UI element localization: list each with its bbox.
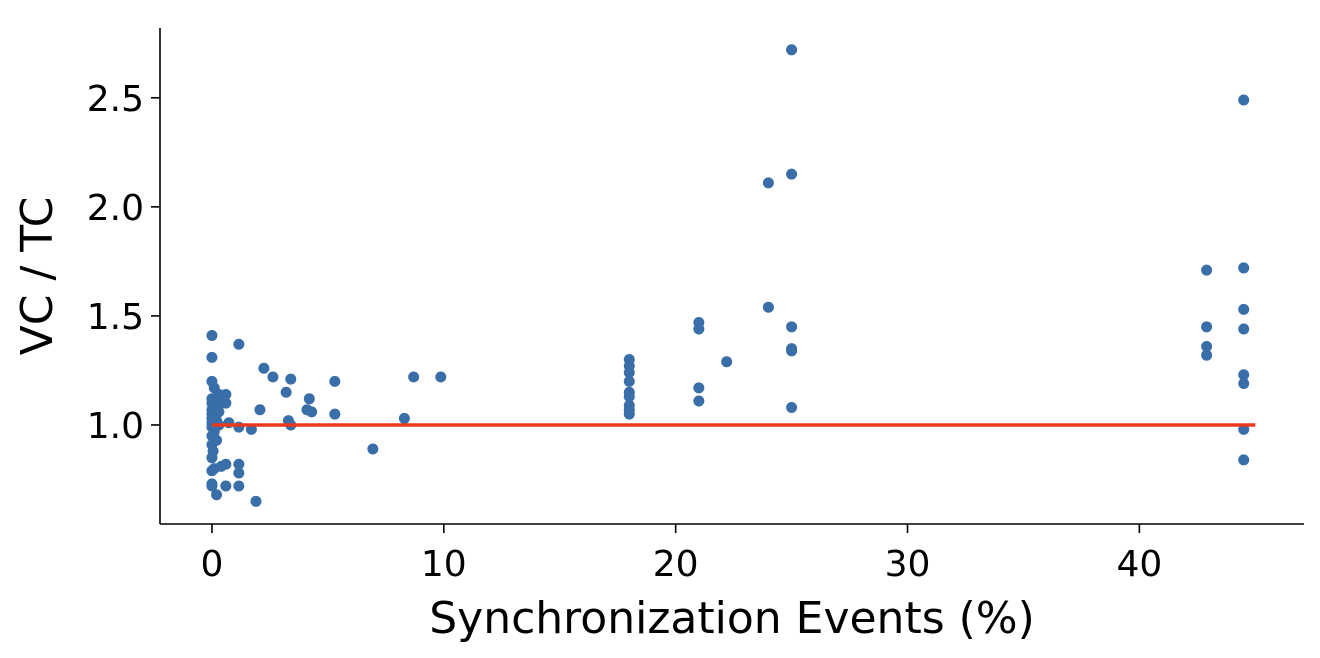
data-point [1238,369,1250,381]
data-point [762,177,774,189]
data-point [306,406,318,418]
data-point [398,412,410,424]
data-point [693,382,705,394]
data-point [233,480,245,492]
data-point [1201,321,1213,333]
x-tick-label: 10 [421,544,467,585]
data-point [280,386,292,398]
data-point [1201,349,1213,361]
x-tick-label: 0 [200,544,223,585]
data-point [254,404,266,416]
data-point [1238,303,1250,315]
data-point [220,480,232,492]
y-tick-label: 1.0 [87,406,144,447]
data-point [250,495,262,507]
data-point [329,375,341,387]
data-point [267,371,279,383]
x-tick-label: 40 [1116,544,1162,585]
data-point [1238,454,1250,466]
data-point [786,345,798,357]
y-axis-label: VC / TC [12,197,63,356]
data-point [786,402,798,414]
data-point [435,371,447,383]
data-point [211,489,223,501]
data-point [786,321,798,333]
data-point [1201,264,1213,276]
data-point [208,463,220,475]
data-point [623,375,635,387]
data-point [220,397,232,409]
data-point [786,168,798,180]
data-point [233,458,245,470]
data-point [623,408,635,420]
y-tick-label: 1.5 [87,297,144,338]
data-point [367,443,379,455]
data-point [206,478,218,490]
data-point [303,393,315,405]
data-point [1238,378,1250,390]
data-point [206,330,218,342]
data-point [1238,323,1250,335]
data-point [285,373,297,385]
y-tick-label: 2.0 [87,188,144,229]
data-point [762,301,774,313]
data-point [220,458,232,470]
data-point [206,452,218,464]
data-point [408,371,420,383]
x-ticks: 0 10 20 30 40 [200,524,1162,585]
data-point [623,367,635,379]
data-point [786,44,798,56]
y-ticks: 1.0 1.5 2.0 2.5 [87,79,160,447]
y-tick-label: 2.5 [87,79,144,120]
data-point [623,391,635,403]
data-point [693,395,705,407]
x-tick-label: 30 [885,544,931,585]
data-point [233,467,245,479]
data-point [258,362,270,374]
x-axis-label: Synchronization Events (%) [429,593,1035,644]
data-point [233,338,245,350]
data-point [1201,340,1213,352]
x-tick-label: 20 [653,544,699,585]
data-point [693,323,705,335]
data-point [329,408,341,420]
data-point [206,351,218,363]
data-point [1238,94,1250,106]
data-point [721,356,733,368]
data-points [206,44,1250,507]
data-point [1238,262,1250,274]
